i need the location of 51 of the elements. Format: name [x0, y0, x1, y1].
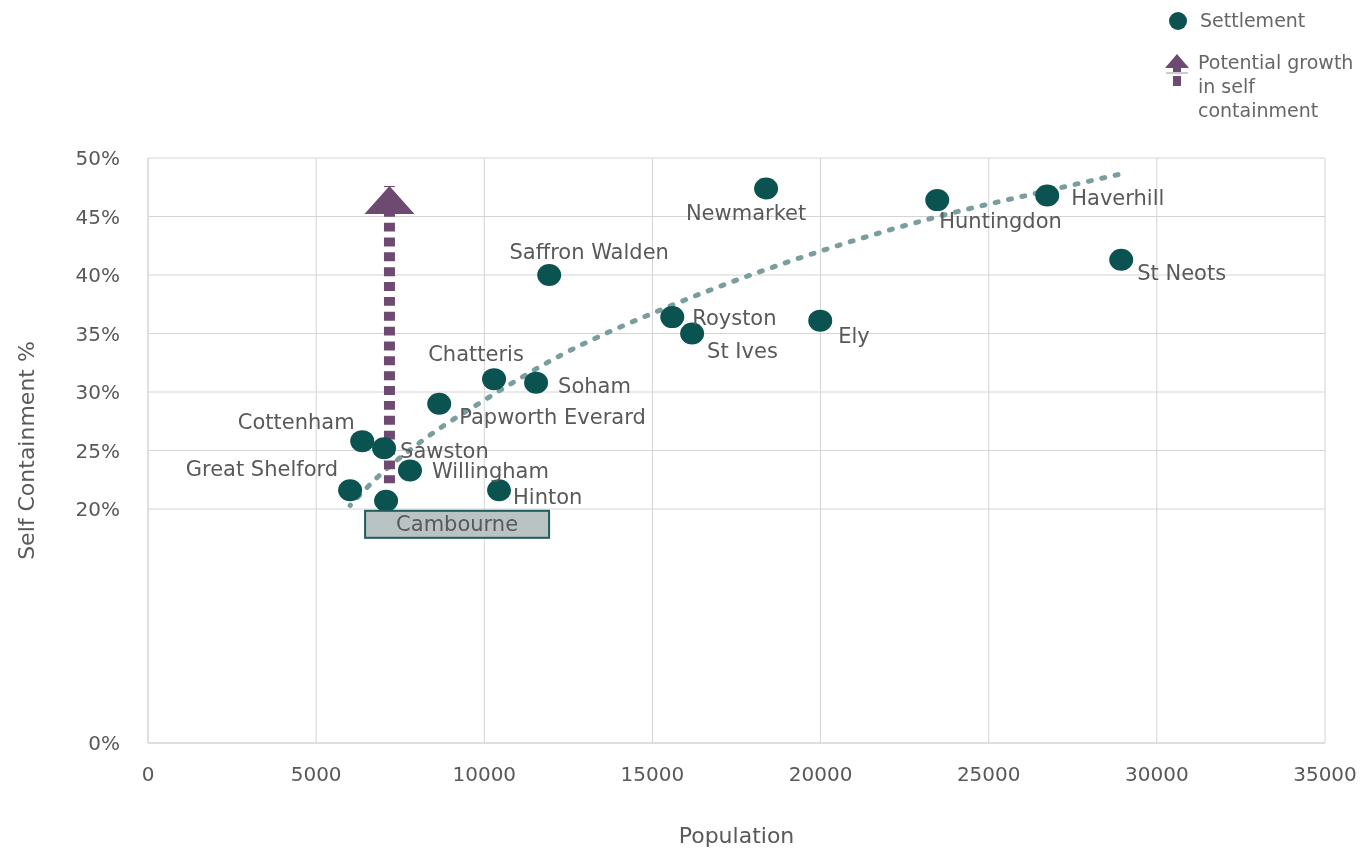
point	[808, 309, 833, 332]
y-tick-label: 45%	[75, 204, 120, 229]
x-tick-label: 25000	[956, 762, 1021, 787]
x-tick-label: 20000	[788, 762, 853, 787]
point	[338, 479, 363, 502]
y-tick-label: 50%	[75, 146, 120, 171]
annotation: Cambourne	[396, 511, 519, 536]
x-tick-label: 30000	[1125, 762, 1189, 787]
y-axis-title: Self Containment %	[13, 341, 39, 560]
annotation: Ely	[838, 323, 870, 348]
x-tick-label: 35000	[1293, 762, 1357, 787]
y-tick-label: 35%	[75, 321, 120, 346]
point	[925, 189, 950, 212]
point	[374, 489, 399, 512]
point	[524, 371, 549, 394]
point	[372, 437, 397, 460]
annotation: Haverhill	[1071, 186, 1165, 211]
x-tick-label: 15000	[620, 762, 685, 787]
legend-label: Potential growth in self containment	[1198, 50, 1355, 122]
annotation: Cottenham	[237, 410, 355, 435]
point	[660, 306, 685, 329]
x-axis-title: Population	[678, 823, 795, 848]
point	[1035, 184, 1060, 207]
annotation: Royston	[692, 306, 777, 331]
y-tick-label: 40%	[75, 263, 120, 288]
legend-label: Settlement	[1200, 8, 1306, 32]
annotation: Great Shelford	[185, 457, 339, 482]
x-tick-label: 10000	[452, 762, 517, 787]
annotation: Chatteris	[428, 342, 524, 367]
y-tick-label: 0%	[88, 731, 120, 756]
point	[350, 430, 375, 453]
annotation: Soham	[558, 373, 631, 398]
annotation: St Neots	[1137, 260, 1227, 285]
point	[397, 459, 422, 482]
annotation: St Ives	[707, 338, 778, 363]
point	[482, 368, 507, 391]
annotation: Papworth Everard	[459, 404, 646, 429]
annotation: Saffron Walden	[509, 240, 669, 264]
annotation: Willingham	[431, 459, 549, 484]
annotation: Hinton	[513, 485, 583, 510]
point	[754, 177, 779, 200]
point	[1109, 248, 1134, 271]
annotation: Newmarket	[685, 201, 807, 226]
annotation: Huntingdon	[939, 209, 1062, 234]
x-tick-label: 5000	[290, 762, 342, 787]
x-tick-label: 0	[141, 762, 155, 787]
y-tick-label: 20%	[75, 497, 120, 522]
y-tick-label: 30%	[75, 380, 120, 405]
point	[537, 264, 562, 286]
point	[427, 392, 452, 415]
y-tick-label: 25%	[75, 438, 120, 463]
